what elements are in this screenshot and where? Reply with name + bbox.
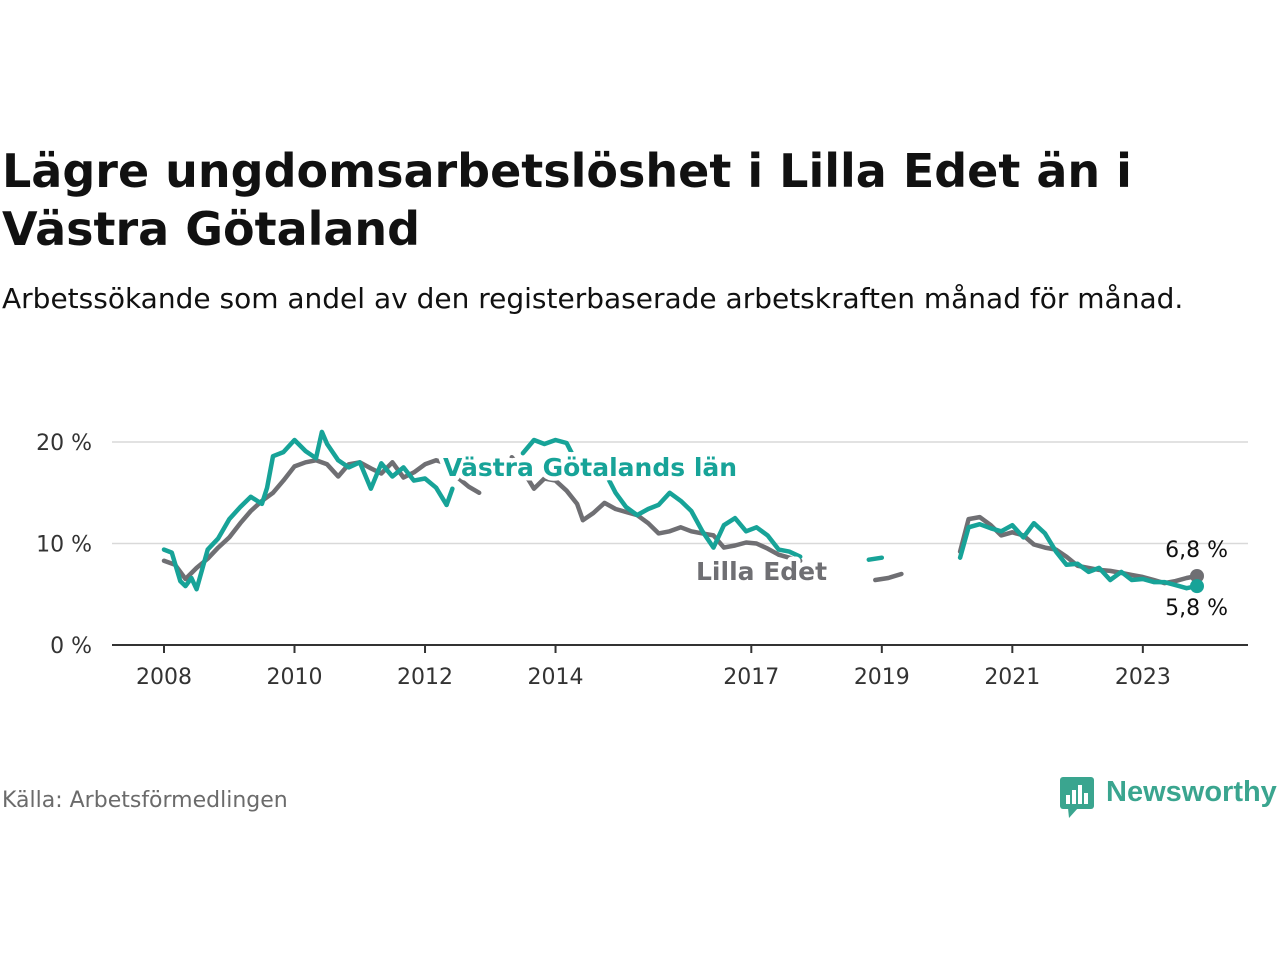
chart-subtitle: Arbetssökande som andel av den registerb… bbox=[2, 282, 1184, 315]
vastra-gotaland-line bbox=[509, 454, 781, 557]
lilla-edet-line bbox=[444, 486, 455, 508]
vastra-gotaland-line bbox=[873, 571, 904, 583]
x-tick-label: 2019 bbox=[854, 665, 910, 690]
lilla-edet-line bbox=[161, 429, 449, 592]
axes bbox=[112, 644, 1248, 653]
brand-name: Newsworthy bbox=[1106, 776, 1277, 808]
line-chart: 0 % 10 % 20 % 2008 2010 2012 2014 2017 2019 2021 2… bbox=[0, 390, 1280, 710]
series-lines bbox=[161, 429, 1204, 594]
x-tick-label: 2023 bbox=[1115, 665, 1171, 690]
x-tick-label: 2017 bbox=[723, 665, 779, 690]
lilla-edet-line-end-marker bbox=[1190, 579, 1204, 594]
x-tick-label: 2010 bbox=[267, 665, 323, 690]
lilla-edet-end-label: 5,8 % bbox=[1165, 596, 1228, 621]
vastra-gotaland-line bbox=[776, 552, 803, 564]
x-tick-label: 2021 bbox=[984, 665, 1040, 690]
lilla-edet-line bbox=[957, 520, 1200, 591]
vastra-gotaland-end-label: 6,8 % bbox=[1165, 538, 1228, 563]
chart-title: Lägre ungdomsarbetslöshet i Lilla Edet ä… bbox=[2, 144, 1132, 256]
gridlines bbox=[112, 441, 1248, 545]
x-tick-label: 2008 bbox=[136, 665, 192, 690]
vastra-gotaland-line bbox=[444, 461, 482, 496]
x-tick-label: 2012 bbox=[397, 665, 453, 690]
lilla-edet-line bbox=[569, 450, 803, 559]
lilla-edet-line bbox=[520, 437, 575, 456]
lilla-edet-line bbox=[866, 555, 885, 562]
y-tick-label: 0 % bbox=[50, 634, 92, 659]
vastra-gotaland-series-label: Lilla Edet bbox=[696, 557, 827, 586]
chart-labels: 0 % 10 % 20 % 2008 2010 2012 2014 2017 2019 2021 2… bbox=[36, 431, 1228, 690]
y-tick-label: 10 % bbox=[36, 533, 92, 558]
vastra-gotaland-line bbox=[957, 514, 1200, 586]
x-tick-label: 2014 bbox=[528, 665, 584, 690]
bar-chart-speech-bubble-icon bbox=[1060, 777, 1094, 818]
y-tick-label: 20 % bbox=[36, 431, 92, 456]
vastra-gotaland-line-end-marker bbox=[1190, 568, 1204, 583]
newsworthy-logo[interactable]: Newsworthy bbox=[1058, 773, 1280, 819]
lilla-edet-series-label: Västra Götalands län bbox=[443, 453, 737, 482]
chart-svg: 0 % 10 % 20 % 2008 2010 2012 2014 2017 2019 2021 2… bbox=[36, 429, 1248, 690]
source-note: Källa: Arbetsförmedlingen bbox=[2, 788, 288, 813]
